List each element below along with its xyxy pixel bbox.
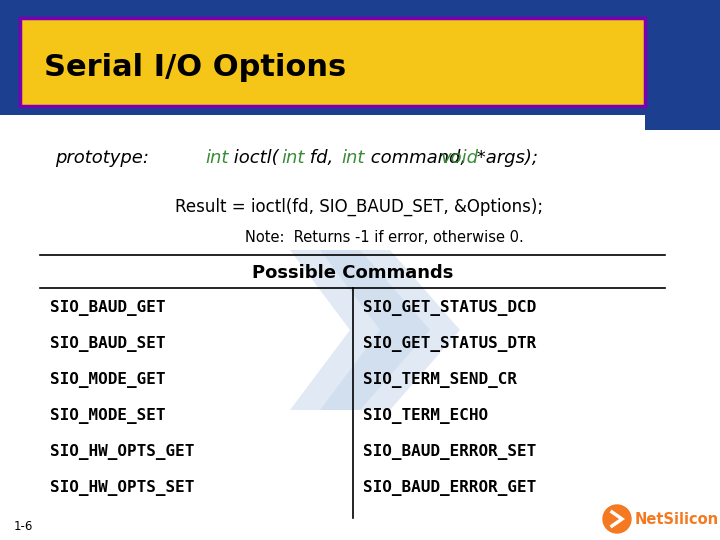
Text: int: int bbox=[342, 149, 365, 167]
Text: SIO_HW_OPTS_SET: SIO_HW_OPTS_SET bbox=[50, 480, 194, 496]
Text: SIO_GET_STATUS_DTR: SIO_GET_STATUS_DTR bbox=[363, 336, 536, 352]
Text: int: int bbox=[281, 149, 305, 167]
Text: Possible Commands: Possible Commands bbox=[252, 264, 454, 282]
Text: int: int bbox=[205, 149, 228, 167]
Polygon shape bbox=[290, 250, 430, 410]
Text: SIO_BAUD_GET: SIO_BAUD_GET bbox=[50, 300, 166, 316]
Text: void: void bbox=[441, 149, 479, 167]
Text: SIO_BAUD_ERROR_SET: SIO_BAUD_ERROR_SET bbox=[363, 444, 536, 460]
Text: *args);: *args); bbox=[471, 149, 538, 167]
Text: SIO_GET_STATUS_DCD: SIO_GET_STATUS_DCD bbox=[363, 300, 536, 316]
Text: NetSilicon: NetSilicon bbox=[635, 511, 719, 526]
Text: Note:  Returns -1 if error, otherwise 0.: Note: Returns -1 if error, otherwise 0. bbox=[245, 230, 523, 245]
Text: ioctl(: ioctl( bbox=[228, 149, 279, 167]
Text: Serial I/O Options: Serial I/O Options bbox=[44, 53, 346, 83]
Bar bbox=[0, 0, 720, 115]
Polygon shape bbox=[320, 250, 460, 410]
Text: SIO_TERM_SEND_CR: SIO_TERM_SEND_CR bbox=[363, 372, 517, 388]
Text: SIO_HW_OPTS_GET: SIO_HW_OPTS_GET bbox=[50, 444, 194, 460]
Text: SIO_MODE_GET: SIO_MODE_GET bbox=[50, 372, 166, 388]
Text: SIO_MODE_SET: SIO_MODE_SET bbox=[50, 408, 166, 424]
Text: SIO_BAUD_SET: SIO_BAUD_SET bbox=[50, 336, 166, 352]
Bar bbox=[20, 18, 645, 106]
Text: prototype:: prototype: bbox=[55, 149, 149, 167]
Circle shape bbox=[603, 505, 631, 533]
Text: fd,: fd, bbox=[304, 149, 339, 167]
Bar bbox=[645, 0, 720, 130]
Text: Result = ioctl(fd, SIO_BAUD_SET, &Options);: Result = ioctl(fd, SIO_BAUD_SET, &Option… bbox=[175, 198, 543, 216]
Text: 1-6: 1-6 bbox=[14, 521, 33, 534]
Text: SIO_TERM_ECHO: SIO_TERM_ECHO bbox=[363, 408, 488, 424]
Text: SIO_BAUD_ERROR_GET: SIO_BAUD_ERROR_GET bbox=[363, 480, 536, 496]
Text: command,: command, bbox=[364, 149, 472, 167]
